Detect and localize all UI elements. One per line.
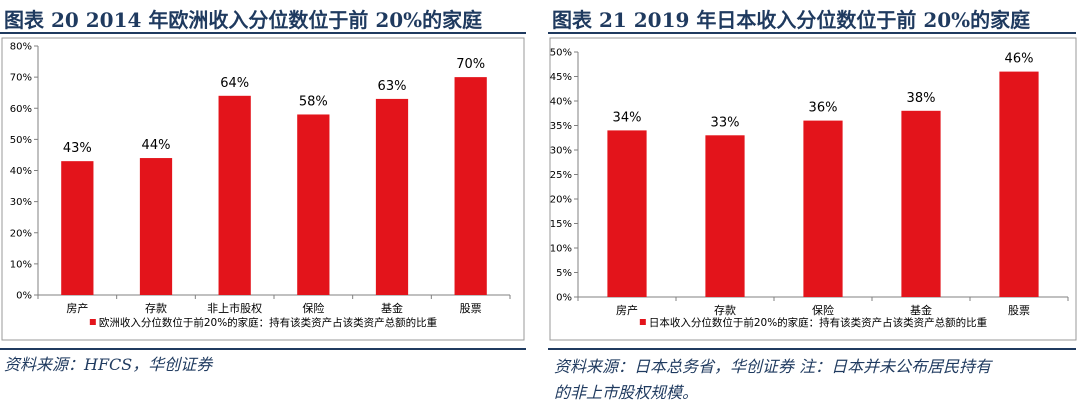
bar [901,110,941,297]
source-note-line-2: 的非上市股权规模。 [554,383,699,402]
title-rule [548,32,1076,34]
y-tick-label: 25% [550,170,572,181]
y-tick-label: 70% [10,73,32,84]
figure-title: 图表 21 2019 年日本收入分位数位于前 20%的家庭 [552,8,1031,32]
bar [454,77,487,295]
data-label: 44% [142,138,171,153]
bar [803,120,843,297]
y-tick-label: 20% [10,228,32,239]
legend: 欧洲收入分位数位于前20%的家庭：持有该类资产占该类资产总额的比重 [89,316,437,329]
data-label: 34% [613,110,642,125]
figure-left: 图表 20 2014 年欧洲收入分位数位于前 20%的家庭 0% 10% 20% 30… [0,0,528,415]
legend: 日本收入分位数位于前20%的家庭：持有该类资产占该类资产总额的比重 [639,316,987,329]
x-tick-label: 基金 [381,301,403,315]
x-tick-label: 保险 [302,301,324,315]
data-label: 43% [63,141,92,156]
y-tick-label: 20% [550,195,572,206]
y-tick-label: 45% [550,72,572,83]
data-label: 33% [711,115,740,130]
data-label: 46% [1005,52,1034,67]
x-tick-label: 存款 [714,303,736,317]
x-tick-label: 存款 [145,301,167,315]
figure-title: 图表 20 2014 年欧洲收入分位数位于前 20%的家庭 [4,8,483,32]
x-tick-label: 保险 [812,303,834,317]
y-tick-label: 15% [550,219,572,230]
source-rule [0,348,526,350]
y-tick-label: 60% [10,104,32,115]
legend-swatch [89,319,96,325]
bar [61,161,94,295]
legend-swatch [639,319,646,325]
x-tick-label: 房产 [616,303,638,317]
source-note: 资料来源：HFCS，华创证券 [4,355,213,374]
x-tick-label: 非上市股权 [207,301,262,315]
data-label: 64% [220,76,249,91]
source-note-line-1: 资料来源：日本总务省，华创证券 注：日本并未公布居民持有 [554,357,992,376]
source-rule [548,348,1076,350]
bar [139,158,173,295]
chart-frame [549,37,1077,341]
y-tick-label: 0% [556,293,572,304]
data-label: 38% [907,91,936,106]
y-tick-label: 10% [550,244,572,255]
legend-label: 欧洲收入分位数位于前20%的家庭：持有该类资产占该类资产总额的比重 [99,316,437,329]
bar [375,98,409,295]
x-tick-label: 股票 [1008,304,1030,317]
bar [607,130,647,297]
y-tick-label: 10% [10,259,32,270]
bar-chart-japan: 0% 5% 10% 15% 20% 25% 30% 35% 40% 45% 50% 34% 房产 33% 存… [549,37,1077,341]
y-tick-label: 35% [550,121,572,132]
bar [297,114,330,295]
x-tick-label: 股票 [460,302,482,315]
title-rule [0,32,526,34]
data-label: 36% [809,101,838,116]
data-label: 70% [456,57,485,72]
y-tick-label: 5% [556,268,572,279]
bar-chart-europe: 0% 10% 20% 30% 40% 50% 60% 70% 80% 43% 房产 44% 存款 64% 非… [1,37,525,341]
bar [999,71,1039,297]
bar [705,135,745,297]
y-tick-label: 0% [16,291,32,302]
bar [218,95,251,295]
chart-frame [1,37,525,341]
y-tick-label: 30% [10,197,32,208]
figure-right: 图表 21 2019 年日本收入分位数位于前 20%的家庭 0% 5% 10% 15%… [548,0,1080,415]
data-label: 58% [299,94,328,109]
y-tick-label: 30% [550,146,572,157]
x-tick-label: 房产 [66,301,88,315]
data-label: 63% [378,79,407,94]
y-tick-label: 50% [550,48,572,59]
y-tick-label: 80% [10,42,32,53]
legend-label: 日本收入分位数位于前20%的家庭：持有该类资产占该类资产总额的比重 [649,316,987,329]
y-tick-label: 40% [10,166,32,177]
y-tick-label: 40% [550,97,572,108]
y-tick-label: 50% [10,135,32,146]
x-tick-label: 基金 [910,303,932,317]
